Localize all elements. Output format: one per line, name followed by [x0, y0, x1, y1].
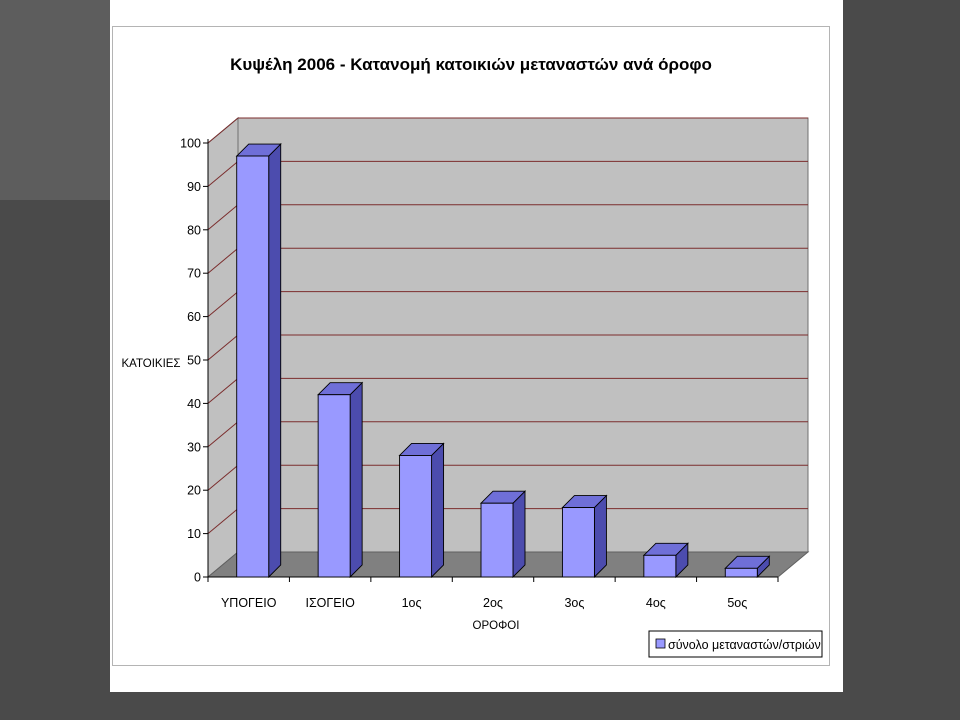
x-tick-label: 2ος — [483, 596, 503, 610]
bar-front — [724, 567, 758, 578]
bar-front — [561, 507, 595, 578]
legend-swatch — [655, 638, 666, 649]
gridline-side — [207, 291, 239, 317]
y-tick-label: 100 — [180, 137, 201, 151]
bar — [317, 381, 364, 579]
y-tick-label: 20 — [187, 484, 201, 498]
bar-front — [236, 155, 270, 578]
y-tick-label: 80 — [187, 223, 201, 237]
bar-side — [512, 490, 526, 579]
x-tick-label: 5ος — [727, 596, 747, 610]
bar — [235, 142, 282, 579]
x-tick-labels: ΥΠΟΓΕΙΟ ΙΣΟΓΕΙΟ 1ος 2ος 3ος 4ος 5ος — [207, 577, 779, 610]
y-tick-label: 50 — [187, 354, 201, 368]
gridline-side — [207, 334, 239, 361]
chart-title: Κυψέλη 2006 - Κατανομή κατοικιών μετανασ… — [230, 55, 712, 74]
bar-side — [431, 442, 445, 579]
bar-front — [480, 502, 514, 578]
y-tick-labels: 0 10 20 30 40 50 60 70 80 90 100 — [180, 137, 208, 585]
legend-box — [648, 630, 823, 658]
y-tick-label: 30 — [187, 440, 201, 454]
y-tick-label: 40 — [187, 397, 201, 411]
bars — [235, 142, 771, 579]
bar-chart: 0 10 20 30 40 50 60 70 80 90 100 ΥΠΟΓΕΙΟ ΙΣΟΓΕΙΟ 1ος… — [121, 55, 823, 658]
bar-front — [643, 554, 677, 578]
y-tick-label: 70 — [187, 267, 201, 281]
legend: σύνολο μεταναστών/στριών — [648, 630, 823, 658]
x-tick-label: 1ος — [402, 596, 422, 610]
y-tick-label: 0 — [194, 571, 201, 585]
y-tick-label: 10 — [187, 527, 201, 541]
gridline-side — [207, 247, 239, 274]
slide-panel: 0 10 20 30 40 50 60 70 80 90 100 ΥΠΟΓΕΙΟ ΙΣΟΓΕΙΟ 1ος… — [110, 0, 843, 692]
bar — [724, 555, 771, 579]
gridline-side — [207, 421, 239, 448]
y-tick-label: 90 — [187, 180, 201, 194]
bar — [479, 490, 527, 579]
bar-side — [593, 494, 607, 579]
gridline-side — [207, 161, 239, 187]
x-axis-title: ΟΡΟΦΟΙ — [473, 620, 520, 632]
gridline-side — [207, 508, 239, 534]
bar-front — [317, 394, 351, 578]
y-axis-title: ΚΑΤΟΙΚΙΕΣ — [121, 358, 180, 370]
chart-frame: 0 10 20 30 40 50 60 70 80 90 100 ΥΠΟΓΕΙΟ ΙΣΟΓΕΙΟ 1ος… — [112, 26, 830, 666]
x-tick-label: 4ος — [646, 596, 666, 610]
bar-side — [349, 381, 363, 579]
legend-label: σύνολο μεταναστών/στριών — [668, 638, 821, 652]
x-tick-label: ΥΠΟΓΕΙΟ — [221, 596, 277, 610]
gridline-side — [207, 204, 239, 231]
gridline-side — [207, 378, 239, 404]
bar — [561, 494, 608, 579]
gridline-side — [207, 464, 239, 491]
y-tick-label: 60 — [187, 310, 201, 324]
bar — [642, 542, 689, 579]
x-tick-label: 3ος — [564, 596, 584, 610]
bar-front — [399, 455, 433, 578]
background-shape — [0, 0, 112, 200]
gridline-side — [207, 117, 239, 144]
x-tick-label: ΙΣΟΓΕΙΟ — [305, 596, 355, 610]
bar — [398, 442, 445, 579]
bar-side — [268, 142, 282, 579]
